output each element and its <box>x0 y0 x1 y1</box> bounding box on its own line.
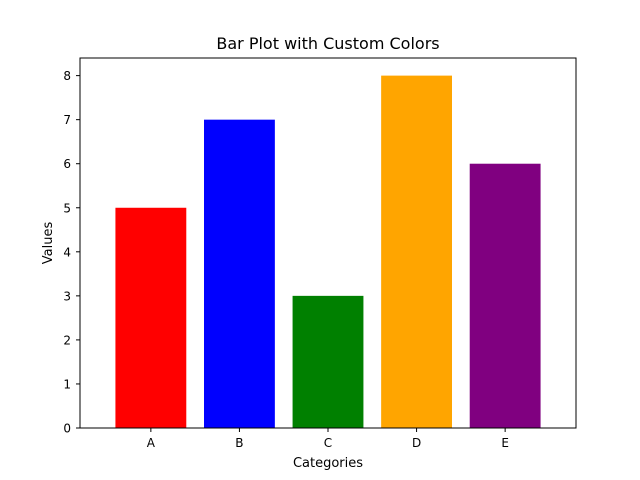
y-tick-label: 8 <box>63 69 71 83</box>
x-tick-label-B: B <box>235 436 243 450</box>
bars-layer <box>115 75 541 429</box>
y-tick-label: 6 <box>63 157 71 171</box>
bar-C <box>292 295 364 428</box>
x-tick-label-E: E <box>501 436 509 450</box>
plot-frame <box>79 57 577 429</box>
y-ticks-layer: 0 1 2 3 4 5 6 7 8 <box>63 69 80 436</box>
y-tick-label: 7 <box>63 113 71 127</box>
y-tick-label: 3 <box>63 289 71 303</box>
x-tick-label-A: A <box>147 436 156 450</box>
x-tick-label-D: D <box>412 436 421 450</box>
bar-A <box>115 207 187 428</box>
y-tick-label: 0 <box>63 422 71 436</box>
y-tick-label: 1 <box>63 377 71 391</box>
y-axis-label: Values <box>41 222 56 265</box>
bar-D <box>381 75 452 428</box>
y-tick-label: 4 <box>63 245 71 259</box>
x-tick-label-C: C <box>324 436 332 450</box>
x-axis-label: Categories <box>293 456 363 471</box>
bar-E <box>469 163 541 428</box>
y-tick-label: 2 <box>63 333 71 347</box>
bar-B <box>204 119 275 429</box>
x-ticks-layer: A B C D E <box>147 428 509 450</box>
y-tick-label: 5 <box>63 201 71 215</box>
chart-title: Bar Plot with Custom Colors <box>216 34 439 53</box>
